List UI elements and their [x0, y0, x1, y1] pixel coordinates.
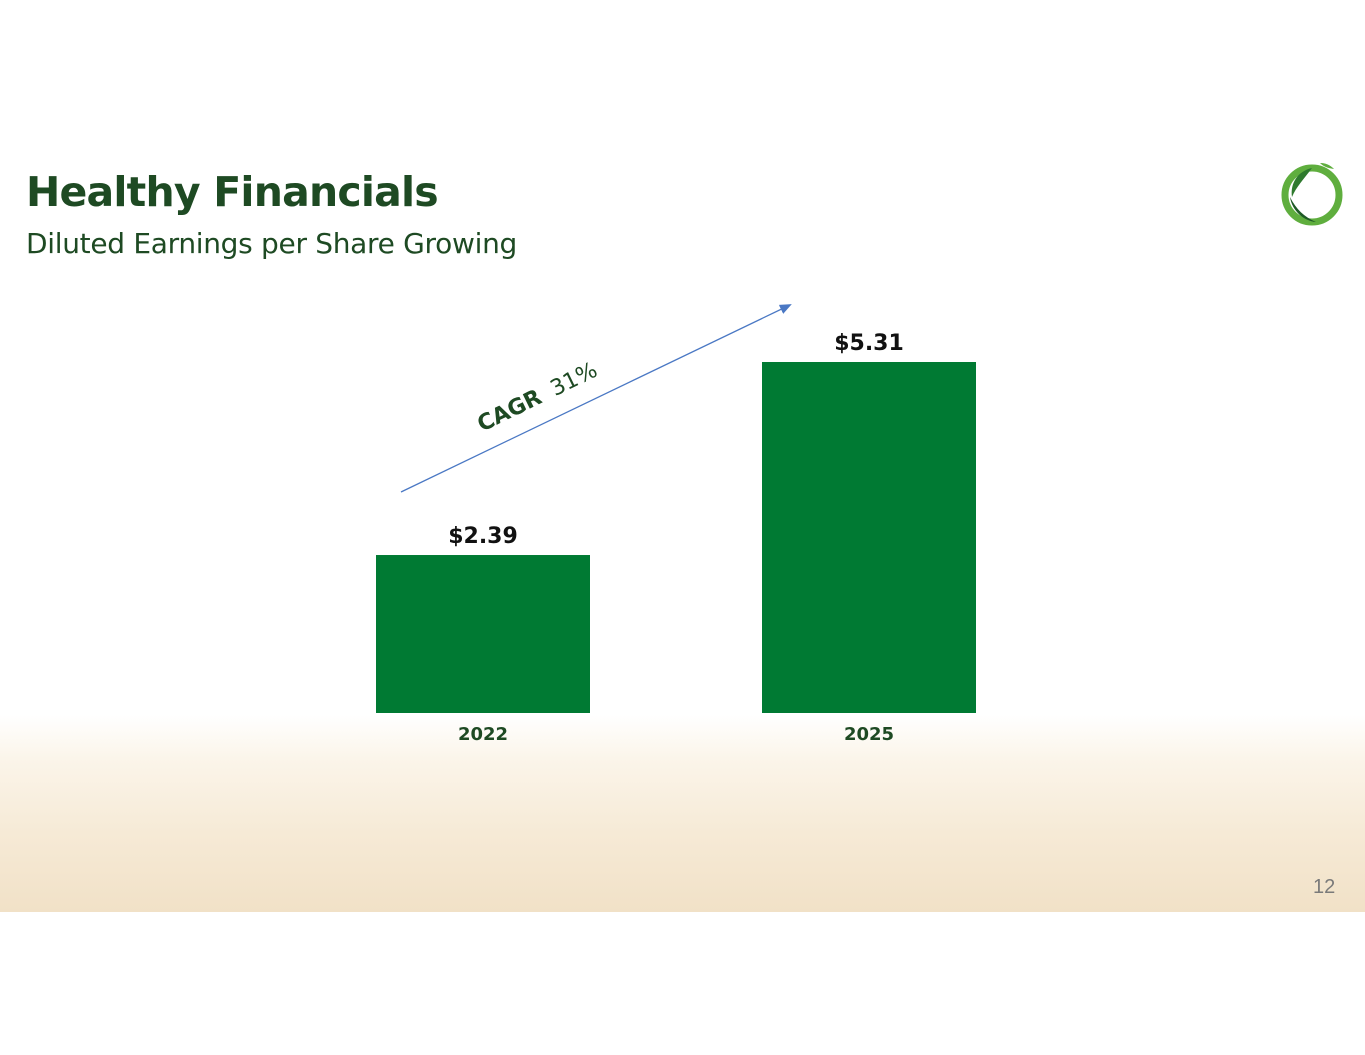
x-tick-2025: 2025 [844, 724, 894, 745]
x-tick-2022: 2022 [458, 724, 508, 745]
cagr-annotation: CAGR 31% [474, 358, 602, 437]
page-title: Healthy Financials [26, 168, 439, 216]
data-label-2025: $5.31 [834, 331, 904, 356]
page-subtitle: Diluted Earnings per Share Growing [26, 227, 517, 260]
sand-background [0, 715, 1365, 912]
cagr-value: 31% [547, 358, 602, 402]
data-label-2022: $2.39 [448, 524, 518, 549]
bar-2022 [376, 555, 590, 713]
eps-bar-chart: $2.39 2022 $5.31 2025 CAGR 31% [376, 304, 976, 745]
cagr-label: CAGR [474, 385, 546, 437]
page-number: 12 [1313, 876, 1336, 898]
cagr-arrow [400, 304, 792, 493]
leaf-circle-logo-icon [1281, 163, 1343, 226]
slide: Healthy Financials Diluted Earnings per … [0, 163, 1365, 912]
bar-2025 [762, 362, 976, 713]
